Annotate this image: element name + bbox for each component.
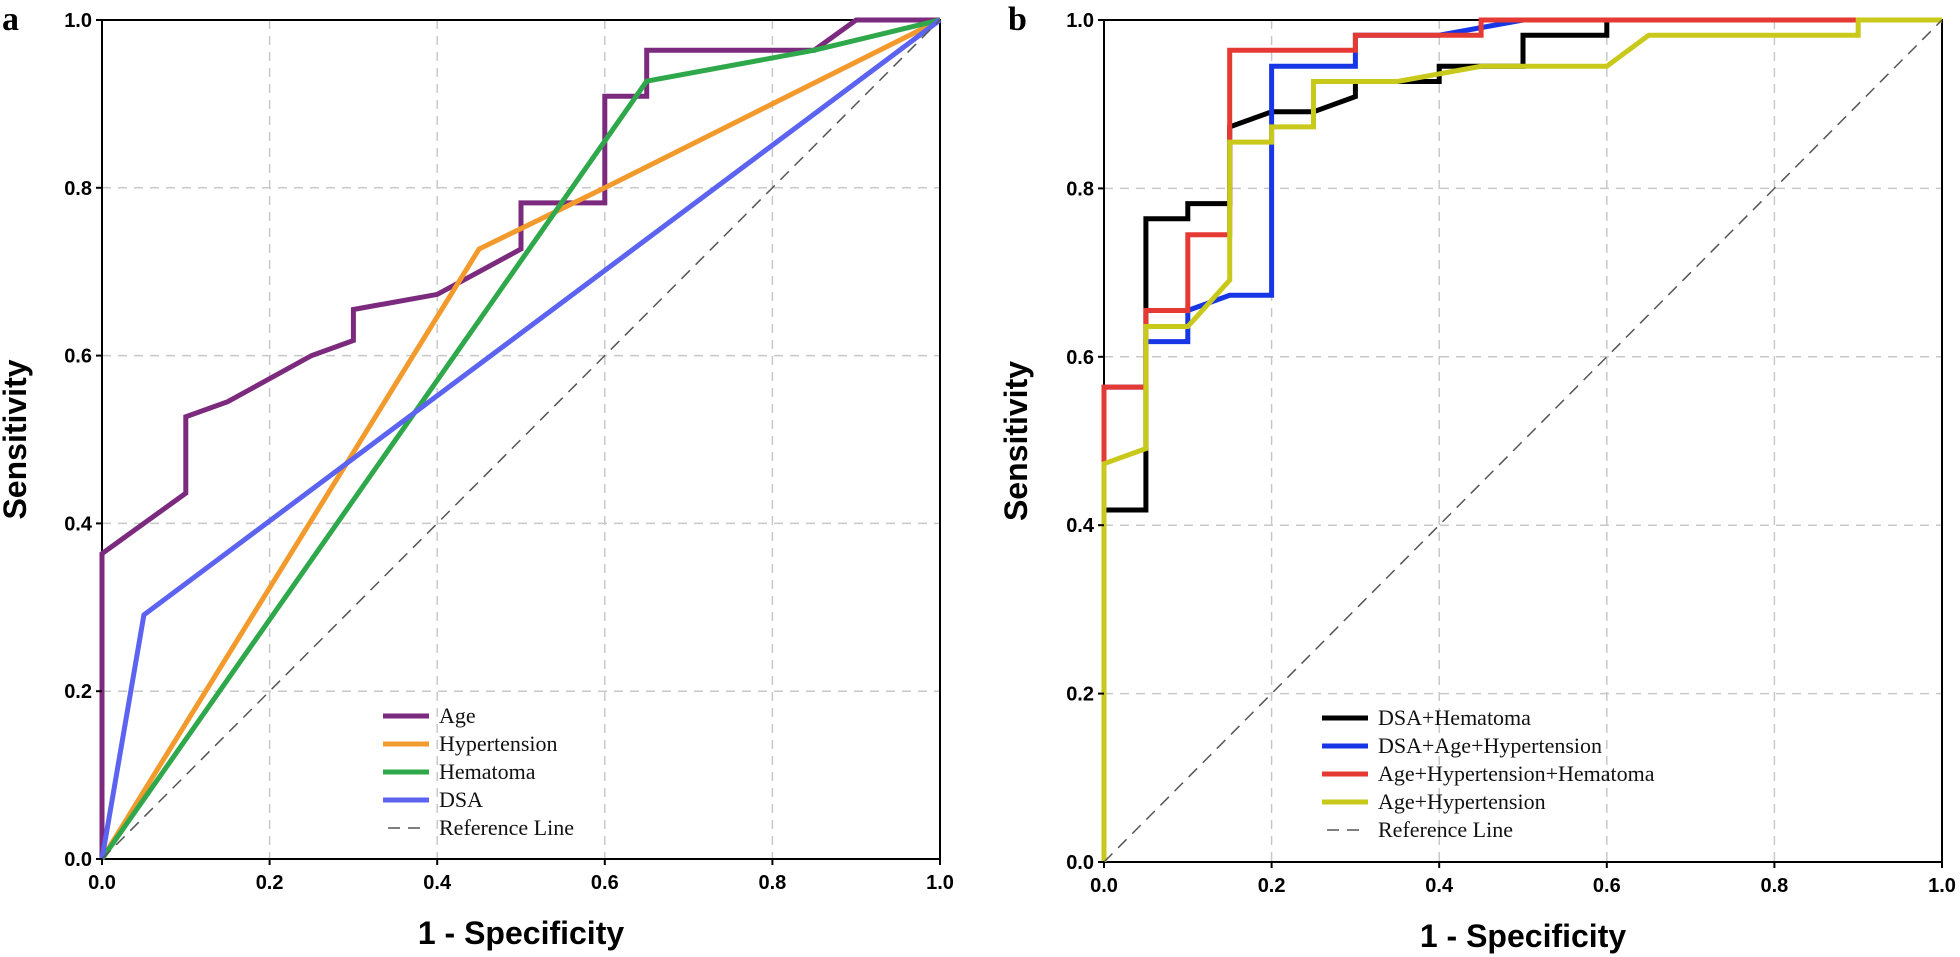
panel-letter: b <box>1008 1 1027 38</box>
y-tick-label: 0.2 <box>64 681 92 703</box>
x-tick-label: 0.8 <box>1760 875 1788 897</box>
x-tick-label: 0.0 <box>88 872 116 894</box>
legend-label: Reference Line <box>439 815 574 840</box>
y-tick-label: 0.0 <box>64 849 92 871</box>
x-tick-label: 0.4 <box>423 872 452 894</box>
legend-label: Hypertension <box>439 731 558 756</box>
x-tick-label: 0.0 <box>1090 875 1118 897</box>
series-line-hematoma <box>99 17 941 861</box>
legend-label: Hematoma <box>439 759 536 784</box>
y-axis-label: Sensitivity <box>0 359 33 519</box>
y-tick-label: 0.8 <box>64 178 92 200</box>
legend-label: DSA <box>439 787 483 812</box>
y-tick-label: 0.4 <box>64 513 93 535</box>
y-tick-label: 0.6 <box>64 346 92 368</box>
y-tick-label: 0.0 <box>1066 852 1094 874</box>
legend-label: DSA+Age+Hypertension <box>1378 733 1602 758</box>
plot-frame <box>101 19 941 860</box>
panel-letter: a <box>2 1 19 38</box>
series-line-reference <box>1103 19 1943 863</box>
legend-label: Age <box>439 703 476 728</box>
y-tick-label: 0.4 <box>1066 515 1095 537</box>
legend-label: Age+Hypertension <box>1378 789 1546 814</box>
chart-panel-b: 0.0 0.2 0.4 0.6 0.8 1.0 0.0 0.2 0.4 0.6 0.8 1.0 1 - … <box>998 1 1956 954</box>
x-tick-label: 0.2 <box>256 872 284 894</box>
y-tick-label: 0.6 <box>1066 347 1094 369</box>
y-axis-label: Sensitivity <box>998 361 1034 521</box>
y-tick-label: 1.0 <box>1066 10 1094 32</box>
chart-panel-a: 0.0 0.2 0.4 0.6 0.8 1.0 0.0 0.2 0.4 0.6 0.8 1.0 1 - … <box>0 1 954 951</box>
series-line-reference <box>101 19 941 860</box>
legend: Age Hypertension Hematoma DSA Reference Line <box>383 703 574 840</box>
y-tick-label: 0.8 <box>1066 178 1094 200</box>
y-tick-label: 1.0 <box>64 10 92 32</box>
series-line-hypertension <box>99 17 942 861</box>
x-tick-label: 0.4 <box>1425 875 1454 897</box>
series-line-age-hypertension <box>1101 17 1942 862</box>
x-tick-label: 0.8 <box>758 872 786 894</box>
x-axis-label: 1 - Specificity <box>1420 918 1627 954</box>
legend-label: Reference Line <box>1378 817 1513 842</box>
legend-label: DSA+Hematoma <box>1378 705 1531 730</box>
series-line-dsa <box>99 17 942 860</box>
x-tick-label: 1.0 <box>926 872 954 894</box>
x-tick-label: 0.6 <box>1593 875 1621 897</box>
x-tick-label: 0.6 <box>591 872 619 894</box>
x-axis-label: 1 - Specificity <box>418 915 625 951</box>
legend-label: Age+Hypertension+Hematoma <box>1378 761 1655 786</box>
x-tick-label: 1.0 <box>1928 875 1956 897</box>
x-tick-label: 0.2 <box>1258 875 1286 897</box>
legend: DSA+Hematoma DSA+Age+Hypertension Age+Hype… <box>1322 705 1655 842</box>
y-tick-label: 0.2 <box>1066 684 1094 706</box>
